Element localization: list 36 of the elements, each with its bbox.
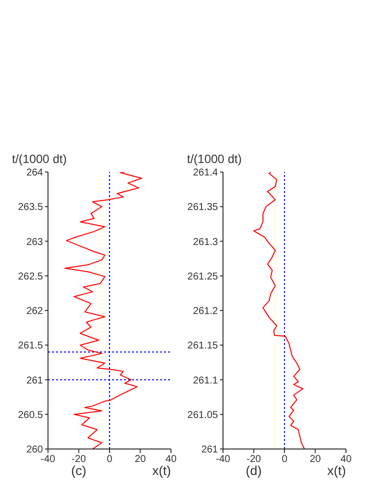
text: (c) [71, 463, 86, 478]
x-tick-label: 40 [340, 454, 352, 466]
y-tick-label: 263.5 [18, 202, 44, 214]
x-axis-title: x(t) [152, 463, 171, 478]
y-tick-label: 261.4 [192, 168, 218, 179]
x-axis-title: x(t) [327, 463, 346, 478]
y-tick-label: 261.05 [187, 410, 218, 421]
y-tick-label: 260 [26, 444, 44, 456]
y-tick-label: 262.5 [18, 271, 44, 282]
y-axis-title: t/(1000 dt) [186, 152, 243, 166]
x-tick-label: 40 [165, 454, 177, 466]
x-tick-label: 20 [134, 454, 146, 466]
y-tick-label: 261.35 [187, 202, 218, 214]
x-tick-label: -40 [40, 454, 56, 466]
y-tick-label: 263 [26, 236, 44, 248]
line-series [253, 172, 305, 449]
line-series [64, 172, 142, 449]
x-tick-label: 0 [106, 454, 113, 466]
x-tick-label: -20 [72, 454, 86, 466]
x-tick-label: 20 [310, 454, 322, 466]
y-tick-label: 260.5 [18, 410, 44, 421]
y-tick-label: 261.5 [18, 340, 44, 352]
y-tick-label: 261.25 [187, 271, 218, 282]
y-tick-label: 261.1 [192, 375, 218, 386]
y-tick-label: 261.15 [187, 340, 218, 352]
y-tick-label: 261 [201, 444, 218, 456]
y-tick-label: 261.3 [192, 236, 218, 248]
y-tick-label: 261.2 [192, 306, 218, 318]
x-tick-label: 0 [282, 454, 288, 466]
y-tick-label: 261 [26, 375, 44, 386]
y-tick-label: 262 [26, 306, 44, 318]
text: (d) [246, 463, 262, 478]
y-axis-title: t/(1000 dt) [11, 152, 68, 166]
x-tick-label: -20 [246, 454, 262, 466]
y-tick-label: 264 [26, 168, 44, 179]
x-tick-label: -40 [216, 454, 231, 466]
